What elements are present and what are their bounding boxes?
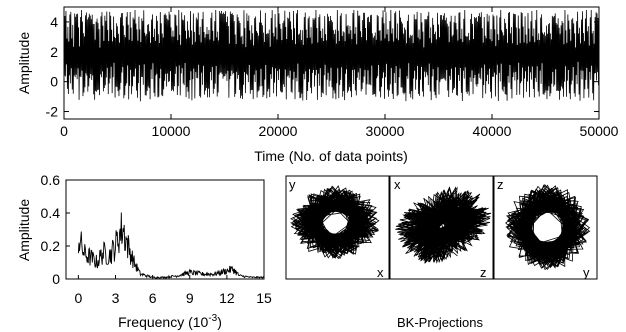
spectrum-chart: 0 3 6 9 12 15 0 0.2 0.4 0.6 Frequency (10-3) Amp… <box>16 172 272 330</box>
time-series-ylabel: Amplitude <box>16 32 32 94</box>
spectrum-y-tick-label: 0 <box>52 271 60 287</box>
spectrum-xlabel: Frequency (10-3) <box>118 313 222 330</box>
spectrum-y-tick-label: 0.6 <box>41 172 61 188</box>
projection-yx-corner-label: y <box>289 177 296 192</box>
time-series-y-ticks: -2 0 2 4 <box>46 14 599 120</box>
spectrum-frame <box>65 179 265 280</box>
spectrum-y-tick-label: 0.2 <box>41 238 61 254</box>
time-series-y-tick-label: 4 <box>50 14 58 30</box>
projection-panel-zy: z y <box>493 175 598 280</box>
time-series-path <box>63 9 600 102</box>
projection-zy-trajectory <box>505 184 591 271</box>
spectrum-x-tick-label: 3 <box>112 290 120 306</box>
projection-zy-corner-label: z <box>497 177 504 192</box>
time-series-x-ticks: 0 10000 20000 30000 40000 50000 <box>60 7 619 139</box>
time-series-x-tick-label: 10000 <box>152 123 191 139</box>
spectrum-ylabel: Amplitude <box>16 199 32 261</box>
spectrum-x-tick-label: 12 <box>219 290 235 306</box>
projection-panel-yx: y x <box>285 175 390 280</box>
projection-zy-frame <box>493 175 598 280</box>
spectrum-x-tick-label: 9 <box>186 290 194 306</box>
time-series-x-tick-label: 0 <box>60 123 68 139</box>
time-series-x-tick-label: 50000 <box>580 123 619 139</box>
projection-xz-axis-label: z <box>480 265 487 280</box>
projection-yx-axis-label: x <box>377 265 384 280</box>
spectrum-xlabel-exponent: -3 <box>208 313 217 324</box>
time-series-x-tick-label: 30000 <box>366 123 405 139</box>
time-series-x-tick-label: 20000 <box>259 123 298 139</box>
time-series-y-tick-label: 2 <box>50 44 58 60</box>
projection-xz-trajectory <box>395 186 492 264</box>
spectrum-x-tick-label: 6 <box>149 290 157 306</box>
projection-panel-xz: x z <box>389 175 494 280</box>
spectrum-x-tick-label: 0 <box>74 290 82 306</box>
projections-title: BK-Projections <box>397 315 483 330</box>
projection-xz-frame <box>389 175 494 280</box>
spectrum-y-ticks: 0 0.2 0.4 0.6 <box>41 172 70 287</box>
time-series-y-tick-label: 0 <box>50 74 58 90</box>
time-series-line <box>63 9 600 102</box>
time-series-y-tick-label: -2 <box>46 104 59 120</box>
time-series-xlabel: Time (No. of data points) <box>254 148 408 164</box>
projections-chart: y x x z z y BK-Projections <box>285 175 598 330</box>
spectrum-line <box>77 212 265 279</box>
time-series-frame <box>63 6 600 120</box>
projection-yx-frame <box>285 175 390 280</box>
projection-xz-corner-label: x <box>394 177 401 192</box>
spectrum-x-ticks: 0 3 6 9 12 15 <box>74 275 272 306</box>
projection-yx-trajectory <box>290 185 380 260</box>
time-series-x-tick-label: 40000 <box>473 123 512 139</box>
projection-zy-axis-label: y <box>583 265 590 280</box>
spectrum-y-tick-label: 0.4 <box>41 205 61 221</box>
spectrum-x-tick-label: 15 <box>256 290 272 306</box>
